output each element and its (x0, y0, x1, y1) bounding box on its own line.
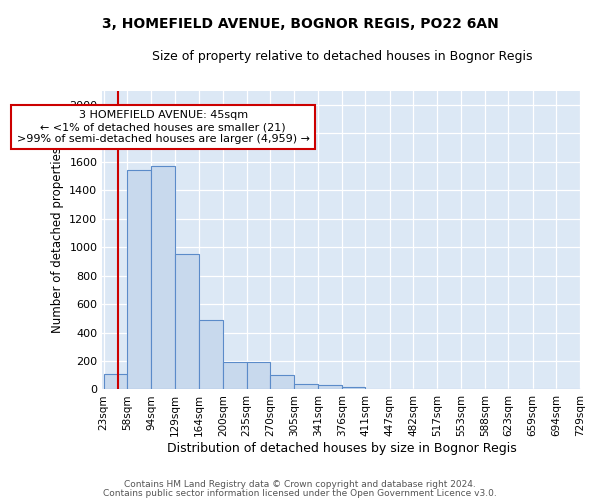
Text: 3 HOMEFIELD AVENUE: 45sqm
← <1% of detached houses are smaller (21)
>99% of semi: 3 HOMEFIELD AVENUE: 45sqm ← <1% of detac… (17, 110, 310, 144)
X-axis label: Distribution of detached houses by size in Bognor Regis: Distribution of detached houses by size … (167, 442, 517, 455)
Bar (223, 362, 247, 390)
Bar (294, 384, 318, 390)
Bar (318, 385, 342, 390)
Text: Contains public sector information licensed under the Open Government Licence v3: Contains public sector information licen… (103, 489, 497, 498)
Bar (270, 375, 294, 390)
Bar (199, 320, 223, 390)
Bar (151, 166, 175, 390)
Bar (175, 254, 199, 390)
Bar (127, 170, 151, 390)
Bar (104, 374, 127, 390)
Title: Size of property relative to detached houses in Bognor Regis: Size of property relative to detached ho… (152, 50, 532, 63)
Y-axis label: Number of detached properties: Number of detached properties (50, 147, 64, 333)
Bar (342, 386, 365, 390)
Text: Contains HM Land Registry data © Crown copyright and database right 2024.: Contains HM Land Registry data © Crown c… (124, 480, 476, 489)
Text: 3, HOMEFIELD AVENUE, BOGNOR REGIS, PO22 6AN: 3, HOMEFIELD AVENUE, BOGNOR REGIS, PO22 … (101, 18, 499, 32)
Bar (247, 362, 270, 390)
